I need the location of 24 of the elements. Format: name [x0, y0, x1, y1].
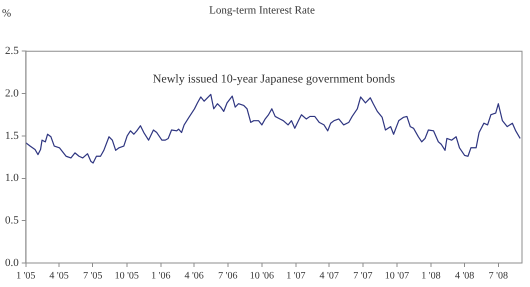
x-tick-label: 4 '05 — [49, 270, 69, 282]
x-tick-label: 4 '08 — [454, 270, 474, 282]
x-tick-label: 7 '07 — [353, 270, 373, 282]
y-tick-label: 2.0 — [5, 87, 20, 100]
x-tick-label: 7 '08 — [488, 270, 508, 282]
x-tick-label: 10 '07 — [384, 270, 410, 282]
x-tick-label: 1 '07 — [286, 270, 306, 282]
x-tick-label: 7 '06 — [218, 270, 238, 282]
x-tick-label: 1 '05 — [16, 270, 36, 282]
y-axis-title: % — [2, 8, 12, 20]
x-tick-label: 10 '06 — [250, 270, 274, 282]
x-tick-label: 7 '05 — [83, 270, 102, 282]
y-tick-label: 2.5 — [5, 45, 20, 58]
x-tick-label: 10 '05 — [114, 270, 139, 282]
x-tick-label: 1 '06 — [151, 270, 170, 282]
x-tick-label: 4 '07 — [320, 270, 339, 282]
x-tick-label: 4 '06 — [184, 270, 204, 282]
x-tick-label: 1 '08 — [421, 270, 441, 282]
y-tick-label: 0.0 — [5, 256, 20, 269]
y-tick-label: 0.5 — [5, 214, 20, 227]
y-tick-label: 1.5 — [5, 130, 20, 142]
chart-title: Long-term Interest Rate — [209, 4, 315, 16]
y-tick-label: 1.0 — [5, 172, 20, 184]
annotation: Newly issued 10-year Japanese government bonds — [152, 71, 396, 86]
